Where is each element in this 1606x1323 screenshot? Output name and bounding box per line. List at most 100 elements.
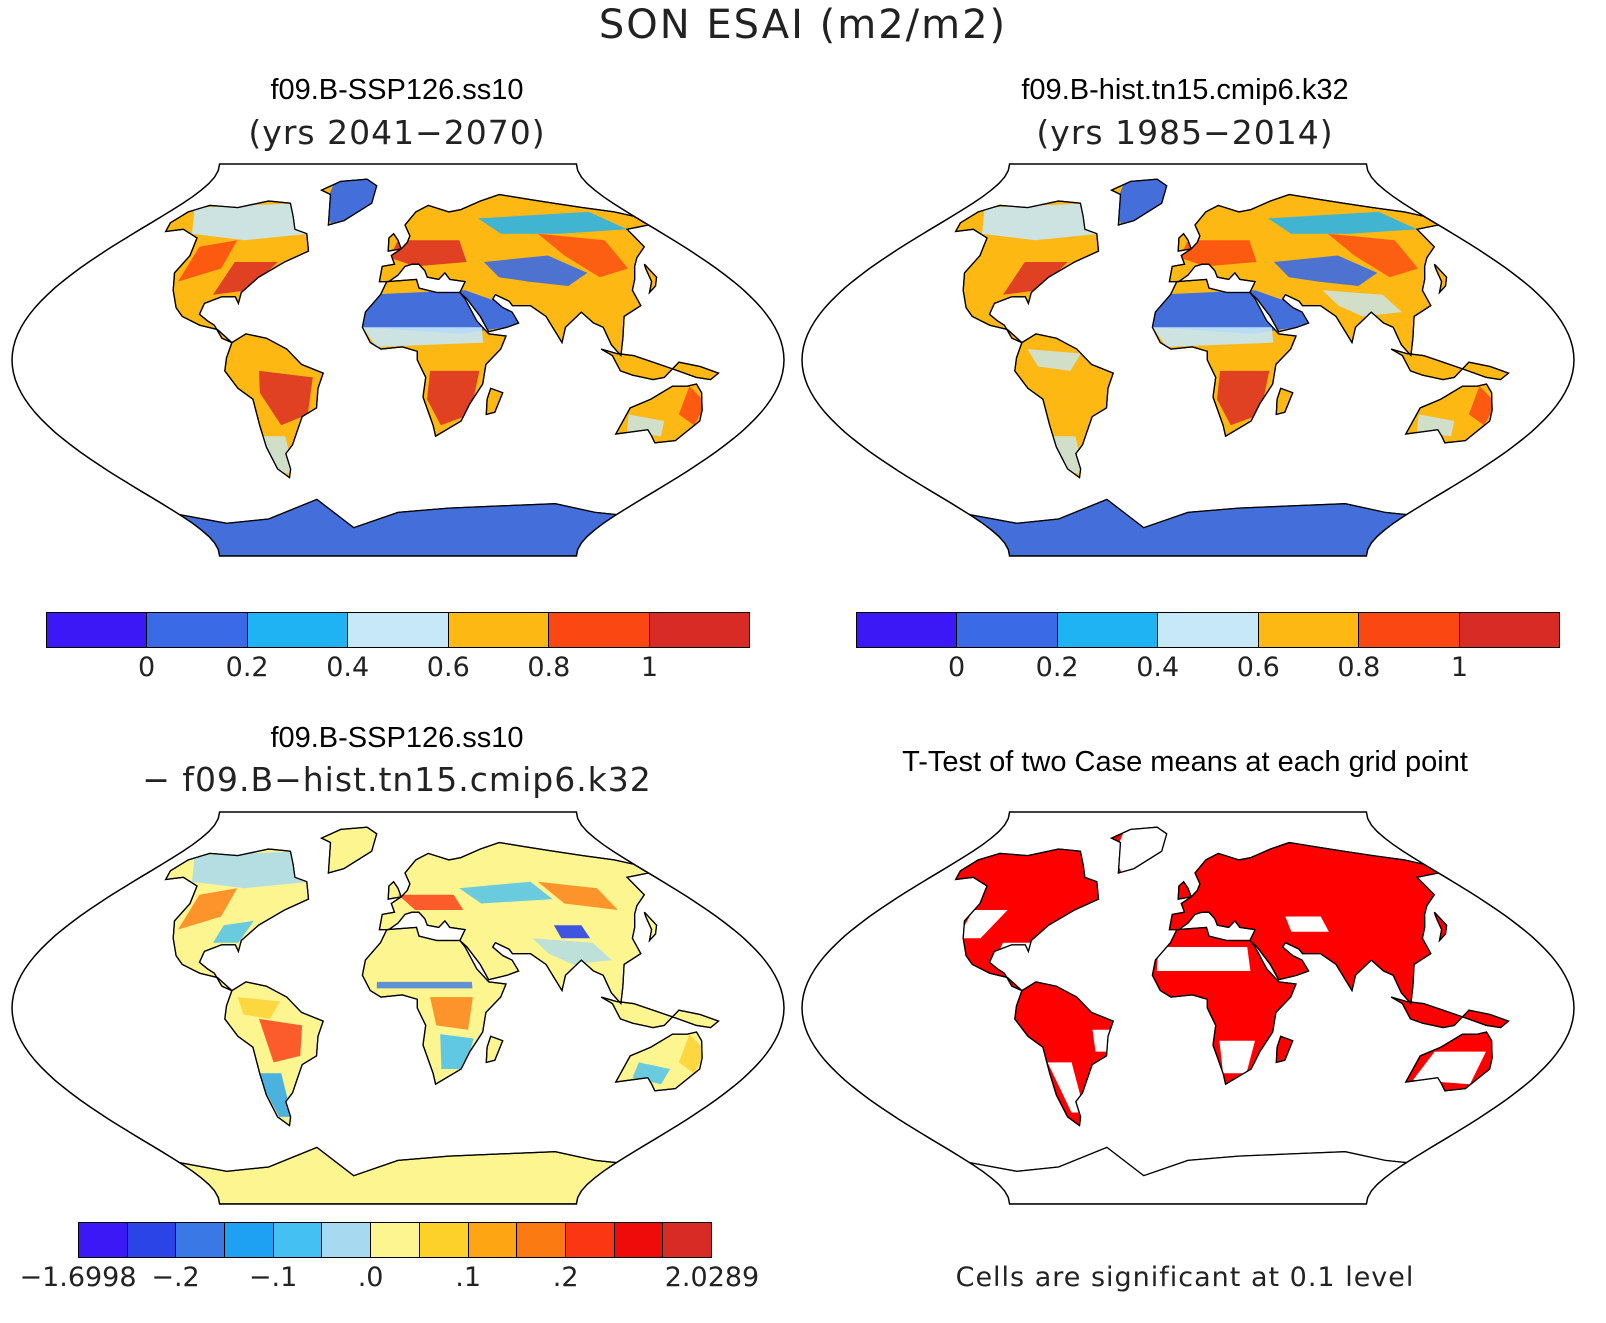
colorbar-tick-label: 0.6	[426, 652, 470, 683]
panel-hist-title: f09.B-hist.tn15.cmip6.k32	[1021, 74, 1349, 106]
colorbar-swatch	[549, 613, 650, 647]
coastline-seAsia	[1390, 996, 1510, 1029]
colorbar-swatch	[468, 1223, 518, 1257]
value-region	[1285, 916, 1329, 932]
colorbar-abs-left	[46, 612, 750, 648]
value-region	[1003, 262, 1068, 295]
value-region	[259, 370, 313, 426]
value-region	[1114, 827, 1168, 878]
value-region	[389, 240, 467, 267]
coastline-greenland	[1109, 178, 1168, 226]
coastline-eurasia	[1168, 193, 1441, 358]
coastline-southAmerica	[224, 981, 325, 1127]
coastline-africa	[361, 278, 507, 438]
value-region	[1049, 370, 1103, 426]
value-region	[1152, 327, 1274, 347]
coastline-eurasia	[378, 193, 651, 358]
colorbar-swatch	[1158, 613, 1259, 647]
colorbar-swatch	[1258, 613, 1360, 647]
value-region	[192, 851, 310, 889]
coastline-japan	[643, 263, 658, 295]
coastline-greenland	[1109, 826, 1168, 874]
colorbar-swatch	[1359, 613, 1460, 647]
panel-diff-title: f09.B-SSP126.ss10	[270, 722, 524, 754]
value-region	[192, 203, 310, 241]
colorbar-tick-label: 0.4	[326, 652, 370, 683]
coastline-africa	[361, 926, 507, 1086]
value-region	[178, 888, 238, 930]
value-region	[1413, 1051, 1486, 1085]
land-future	[164, 178, 720, 556]
panel-hist-subtitle: (yrs 1985−2014)	[1036, 113, 1334, 152]
colorbar-swatch	[663, 1223, 711, 1257]
coastline-southAmerica	[224, 333, 325, 479]
value-region	[1322, 290, 1402, 317]
coastline-southAmerica	[1014, 333, 1115, 479]
coastline-australia	[1404, 383, 1493, 444]
coastline-africa	[1151, 926, 1297, 1086]
coastline-northAmerica	[164, 848, 310, 992]
value-region	[213, 262, 278, 295]
coastline-uk	[1177, 232, 1193, 252]
value-region	[459, 881, 553, 904]
coastline-uk	[387, 880, 403, 900]
colorbar-tick-label: 0.2	[225, 652, 269, 683]
colorbar-swatch	[127, 1223, 177, 1257]
value-region	[1027, 349, 1081, 371]
colorbar-swatch	[649, 613, 749, 647]
colorbar-tick-label: .2	[552, 1262, 579, 1293]
colorbar-abs-left-ticks: 0 0.2 0.4 0.6 0.8 1	[46, 652, 750, 686]
coastline-australia	[1404, 1031, 1493, 1092]
colorbar-swatch	[147, 613, 248, 647]
coastline-seAsia	[1390, 348, 1510, 381]
value-region	[178, 240, 238, 282]
value-region	[477, 211, 628, 234]
value-region	[362, 327, 484, 347]
value-region	[213, 920, 254, 943]
colorbar-swatch	[273, 1223, 323, 1257]
colorbar-diff	[78, 1222, 712, 1258]
colorbar-swatch	[322, 1223, 372, 1257]
colorbar-tick-label: −1.6998	[19, 1262, 137, 1293]
panel-ttest-title: T-Test of two Case means at each grid po…	[902, 746, 1468, 778]
coastline-northAmerica	[954, 848, 1100, 992]
colorbar-tick-label: 1	[640, 652, 659, 683]
value-region	[1327, 233, 1418, 278]
coastline-africa	[1151, 278, 1297, 438]
map-frame	[801, 163, 1575, 557]
colorbar-tick-label: −.1	[248, 1262, 298, 1293]
coastline-seAsia	[600, 348, 720, 381]
colorbar-swatch	[448, 613, 550, 647]
map-frame	[11, 811, 785, 1205]
map-future	[11, 163, 785, 557]
map-frame	[801, 811, 1575, 1205]
colorbar-swatch	[1057, 613, 1159, 647]
land-diff	[164, 826, 720, 1204]
coastline-northAmerica	[164, 200, 310, 344]
ttest-note: Cells are significant at 0.1 level	[955, 1262, 1415, 1293]
value-region	[237, 997, 281, 1019]
coastline-eurasia	[378, 841, 651, 1006]
coastline-northAmerica	[954, 200, 1100, 344]
map-frame	[11, 163, 785, 557]
colorbar-swatch	[565, 1223, 615, 1257]
colorbar-abs-right	[856, 612, 1560, 648]
colorbar-swatch	[47, 613, 148, 647]
value-region	[483, 255, 588, 286]
colorbar-swatch	[225, 1223, 274, 1257]
colorbar-tick-label: 2.0289	[664, 1262, 760, 1293]
value-region	[1219, 1040, 1255, 1074]
coastline-greenland	[319, 826, 378, 874]
coastline-japan	[1433, 263, 1448, 295]
value-region	[532, 290, 612, 317]
colorbar-swatch	[371, 1223, 420, 1257]
value-region	[537, 881, 618, 910]
colorbar-abs-right-ticks: 0 0.2 0.4 0.6 0.8 1	[856, 652, 1560, 686]
colorbar-swatch	[517, 1223, 566, 1257]
value-region	[1267, 211, 1418, 234]
colorbar-swatch	[79, 1223, 128, 1257]
colorbar-tick-label: 0	[137, 652, 156, 683]
value-region	[678, 386, 707, 426]
panel-diff-subtitle: − f09.B−hist.tn15.cmip6.k32	[142, 760, 652, 799]
coastline-madagascar	[1275, 387, 1294, 416]
